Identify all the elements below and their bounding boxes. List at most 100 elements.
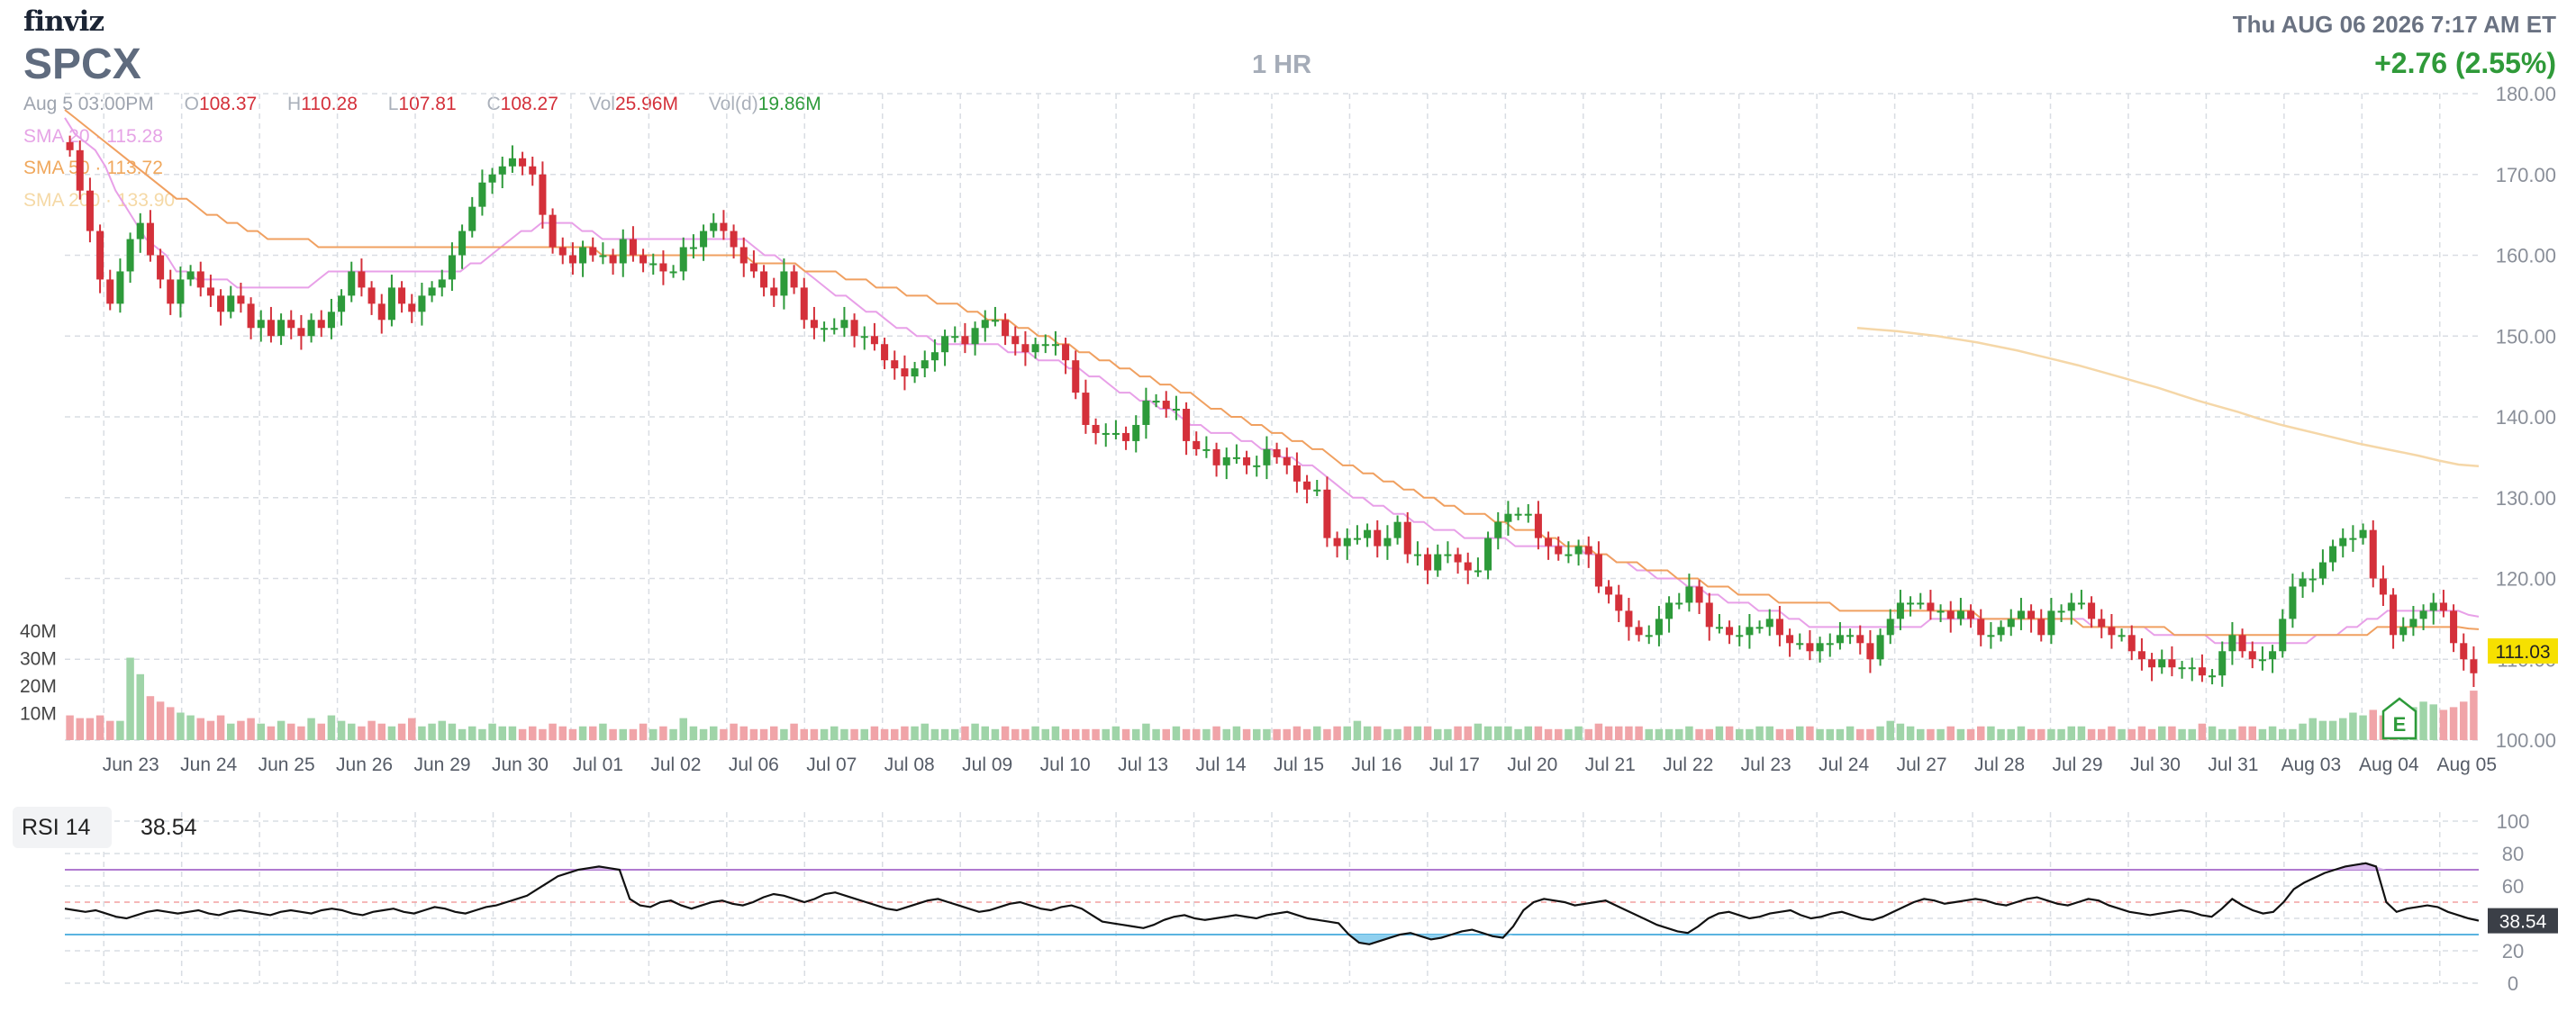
candle — [1353, 525, 1361, 545]
candle — [2209, 669, 2217, 685]
volume-bar — [1444, 728, 1452, 740]
volume-bar — [1011, 728, 1020, 740]
candle — [2439, 590, 2447, 618]
sma20-legend[interactable]: SMA 20 · 115.28 — [23, 126, 163, 147]
y-tick-label: 150.00 — [2496, 325, 2556, 348]
volume-bar — [1051, 726, 1060, 740]
candle-body — [1665, 602, 1673, 619]
candle — [1534, 501, 1542, 550]
candle-body — [1232, 456, 1240, 459]
volume-bar — [891, 728, 899, 740]
candle — [317, 310, 325, 338]
candle — [1917, 592, 1925, 610]
volume-bar — [759, 728, 768, 740]
candle — [930, 339, 939, 372]
volume-bar — [1906, 726, 1915, 740]
candle — [981, 310, 989, 342]
finviz-logo[interactable]: finviz — [23, 5, 104, 38]
candle — [921, 350, 929, 378]
volume-bar — [1121, 728, 1130, 740]
earnings-marker-label: E — [2393, 713, 2407, 736]
candle — [1102, 423, 1110, 447]
candle — [1383, 525, 1392, 560]
candle-body — [287, 320, 295, 329]
volume-bar — [1937, 728, 1945, 740]
candle-body — [1152, 401, 1160, 403]
candle-body — [840, 320, 848, 329]
candle — [770, 277, 778, 307]
candle — [287, 310, 295, 339]
candle — [961, 322, 969, 354]
candle-body — [267, 320, 275, 337]
candle-body — [1072, 360, 1080, 393]
volume-bar — [2268, 726, 2277, 740]
candle-body — [1746, 627, 1754, 636]
x-tick-label: Jun 25 — [259, 754, 315, 775]
volume-bar — [870, 726, 879, 740]
candle-body — [1886, 619, 1894, 636]
volume-bar — [629, 728, 638, 740]
volume-bar — [1162, 728, 1170, 740]
candle — [1836, 621, 1844, 650]
candle — [177, 267, 185, 318]
candle — [438, 269, 446, 297]
candle — [1584, 536, 1592, 568]
candle — [1051, 330, 1059, 356]
candle — [1655, 606, 1663, 646]
candle-body — [2339, 538, 2347, 547]
candle — [1303, 474, 1311, 504]
candle-body — [488, 174, 496, 183]
candle-body — [1082, 393, 1090, 425]
volume-bar — [317, 723, 325, 740]
volume-bar — [780, 728, 788, 740]
candle-body — [2057, 610, 2065, 613]
y-tick-label: 100.00 — [2496, 729, 2556, 752]
candle-body — [2077, 602, 2085, 605]
rsi-label[interactable]: RSI 14 — [13, 807, 112, 848]
candle-body — [1484, 538, 1492, 571]
volume-tick-label: 30M — [20, 649, 57, 670]
candle — [2329, 539, 2337, 572]
candle — [901, 355, 909, 391]
candle-body — [1967, 610, 1975, 619]
candle — [2218, 641, 2227, 687]
candle-body — [1775, 619, 1783, 636]
sma50-legend[interactable]: SMA 50 · 113.72 — [23, 158, 163, 178]
volume-bar — [307, 718, 315, 740]
timeframe-label[interactable]: 1 HR — [1252, 50, 1312, 79]
candle-body — [2158, 659, 2166, 668]
candle — [277, 313, 286, 346]
candle — [1263, 436, 1271, 480]
volume-bar — [1806, 726, 1814, 740]
volume-bar — [1715, 726, 1724, 740]
sma200-legend[interactable]: SMA 200 · 133.90 — [23, 190, 176, 211]
volume-bar — [991, 728, 1000, 740]
candle-body — [790, 271, 798, 288]
volume-bar — [2108, 726, 2116, 740]
candle — [1111, 420, 1120, 440]
candle-body — [1545, 538, 1553, 547]
volume-bar — [257, 723, 265, 740]
candle-body — [1313, 489, 1321, 492]
candle-body — [810, 320, 818, 329]
candle-body — [1796, 643, 1804, 646]
candle — [1323, 476, 1331, 547]
candle-body — [710, 222, 718, 231]
candle-body — [1222, 456, 1230, 465]
candle-body — [2318, 562, 2327, 579]
candle-body — [770, 287, 778, 296]
candle-body — [1977, 619, 1985, 636]
candle-body — [850, 320, 858, 337]
candle — [579, 240, 587, 277]
candle — [1393, 515, 1401, 545]
candle — [2127, 625, 2136, 661]
volume-bar — [1997, 728, 2005, 740]
candle — [790, 265, 798, 294]
candle — [2178, 661, 2186, 679]
candle — [1403, 511, 1411, 564]
candle — [679, 237, 687, 281]
candle-body — [1343, 538, 1351, 547]
candle-body — [377, 303, 385, 321]
candle — [1565, 541, 1573, 564]
